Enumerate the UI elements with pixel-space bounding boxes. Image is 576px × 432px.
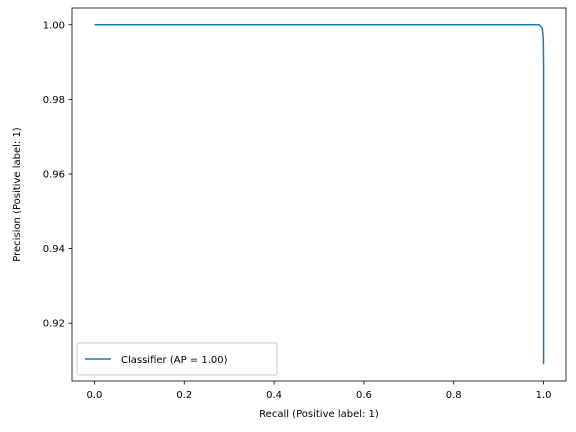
x-tick-label: 1.0 <box>536 390 552 401</box>
x-tick-label: 0.8 <box>446 390 462 401</box>
x-axis-label: Recall (Positive label: 1) <box>259 409 379 420</box>
y-tick-label: 0.98 <box>43 95 65 106</box>
y-axis-ticks: 0.92 0.94 0.96 0.98 1.00 <box>43 20 72 330</box>
legend-box <box>76 342 278 376</box>
x-tick-label: 0.4 <box>266 390 282 401</box>
y-axis-label: Precision (Positive label: 1) <box>12 127 23 262</box>
x-tick-label: 0.6 <box>356 390 372 401</box>
series-line-classifier <box>94 24 545 365</box>
legend: Classifier (AP = 1.00) <box>76 342 278 376</box>
legend-entry-label: Classifier (AP = 1.00) <box>121 355 228 366</box>
x-axis-ticks: 0.0 0.2 0.4 0.6 0.8 1.0 <box>87 381 552 401</box>
y-tick-label: 1.00 <box>43 20 65 31</box>
series-layer <box>94 24 545 365</box>
x-tick-label: 0.0 <box>87 390 103 401</box>
y-tick-label: 0.94 <box>43 244 65 255</box>
plot-frame <box>71 7 567 382</box>
y-tick-label: 0.96 <box>43 169 65 180</box>
x-tick-label: 0.2 <box>176 390 192 401</box>
y-tick-label: 0.92 <box>43 319 65 330</box>
plot-background <box>72 8 566 381</box>
